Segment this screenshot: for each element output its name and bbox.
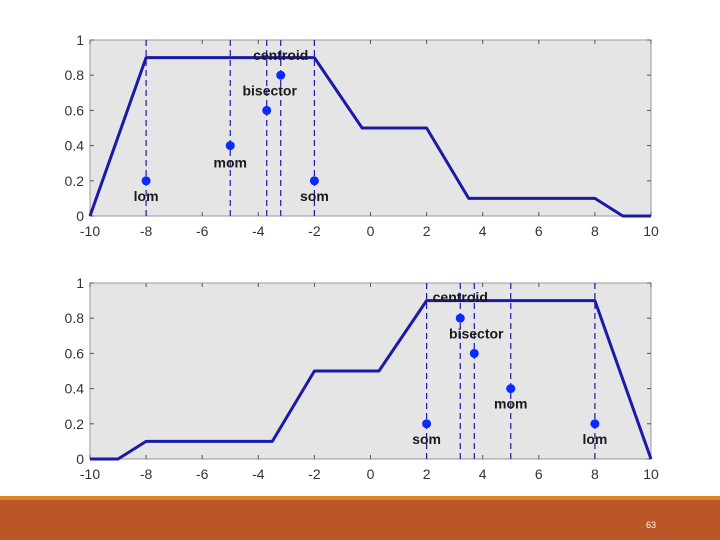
y-tick-label: 1 [76,275,84,291]
series-line [90,299,653,461]
annotation-centroid: centroid [433,289,488,305]
x-tick-label: -2 [308,223,321,239]
footer-accent-line [0,496,720,500]
page-number: 63 [645,520,656,530]
y-tick-label: 0.4 [65,138,85,154]
x-tick-label: 10 [643,223,659,239]
x-tick-label: -10 [80,223,100,239]
marker-mom [506,384,516,394]
y-tick-label: 0.2 [65,173,85,189]
x-tick-label: -8 [140,223,153,239]
x-tick-label: -8 [140,466,153,482]
marker-bisector [469,348,479,358]
marker-centroid [276,70,286,80]
annotation-centroid: centroid [253,47,308,63]
chart-2: 0 0.2 0.4 0.6 0.8 1 -10 -8 -6 -4 -2 0 2 4 6 8 10 som centr… [65,275,659,482]
footer-bar [0,500,720,540]
x-tick-label: -10 [80,466,100,482]
x-tick-label: -4 [252,466,265,482]
y-tick-label: 0.6 [65,102,85,118]
y-tick-label: 0.4 [65,381,85,397]
y-tick-label: 0.2 [65,416,85,432]
x-tick-label: -6 [196,466,209,482]
x-tick-label: 6 [535,466,543,482]
annotation-som: som [300,188,329,204]
y-tick-label: 0 [76,451,84,467]
x-tick-label: -2 [308,466,321,482]
annotation-mom: mom [214,155,247,171]
x-tick-label: 0 [367,223,375,239]
x-tick-label: 6 [535,223,543,239]
x-tick-label: 8 [591,223,599,239]
annotation-bisector: bisector [449,325,504,341]
annotation-bisector: bisector [242,82,297,98]
series-line [88,56,651,218]
x-tick-label: 2 [423,466,431,482]
x-tick-label: -4 [252,223,265,239]
x-tick-label: 2 [423,223,431,239]
x-tick-label: 4 [479,466,487,482]
x-tick-label: 10 [643,466,659,482]
y-tick-label: 0.6 [65,345,85,361]
annotation-lom: lom [582,431,607,447]
x-tick-label: 4 [479,223,487,239]
annotation-mom: mom [494,396,527,412]
x-tick-label: -6 [196,223,209,239]
marker-centroid [455,313,465,323]
annotation-som: som [412,431,441,447]
chart-1: 0 0.2 0.4 0.6 0.8 1 -10 -8 -6 -4 -2 0 2 4 6 8 10 lom mom bi… [65,32,659,239]
y-tick-label: 0.8 [65,67,85,83]
marker-mom [225,141,235,151]
y-tick-label: 1 [76,32,84,48]
y-tick-label: 0 [76,208,84,224]
marker-lom [141,176,151,186]
x-tick-label: 8 [591,466,599,482]
marker-bisector [262,105,272,115]
marker-som [422,419,432,429]
x-tick-label: 0 [367,466,375,482]
annotation-lom: lom [134,188,159,204]
y-tick-label: 0.8 [65,310,85,326]
marker-lom [590,419,600,429]
marker-som [309,176,319,186]
